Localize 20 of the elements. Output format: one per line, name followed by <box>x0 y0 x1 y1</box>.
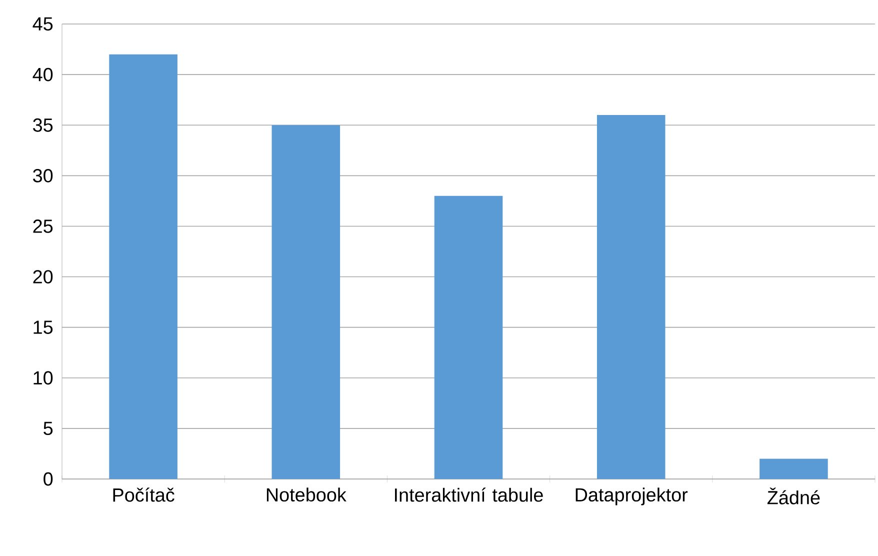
x-tick-label: Notebook <box>266 488 346 502</box>
x-tick-label: Dataprojektor <box>576 488 688 506</box>
y-tick-label: 25 <box>33 220 53 233</box>
bar <box>760 458 828 479</box>
y-tick-label: 15 <box>34 320 53 334</box>
bar <box>109 54 178 479</box>
y-tick-label: 10 <box>34 371 53 385</box>
y-tick-label: 20 <box>33 270 53 284</box>
y-tick-label: 5 <box>44 422 53 436</box>
bar <box>434 196 503 479</box>
x-tick-label: Žádné <box>767 488 820 504</box>
y-tick-label: 40 <box>32 68 53 82</box>
bar <box>596 114 666 479</box>
x-tick-label: Interaktivní tabule <box>395 488 543 502</box>
y-tick-label: 45 <box>32 17 53 31</box>
y-tick-label: 0 <box>44 472 53 486</box>
x-tick-label: Počítač <box>113 488 174 502</box>
bar <box>272 125 340 479</box>
y-tick-label: 35 <box>33 118 53 132</box>
y-tick-label: 30 <box>33 168 53 182</box>
